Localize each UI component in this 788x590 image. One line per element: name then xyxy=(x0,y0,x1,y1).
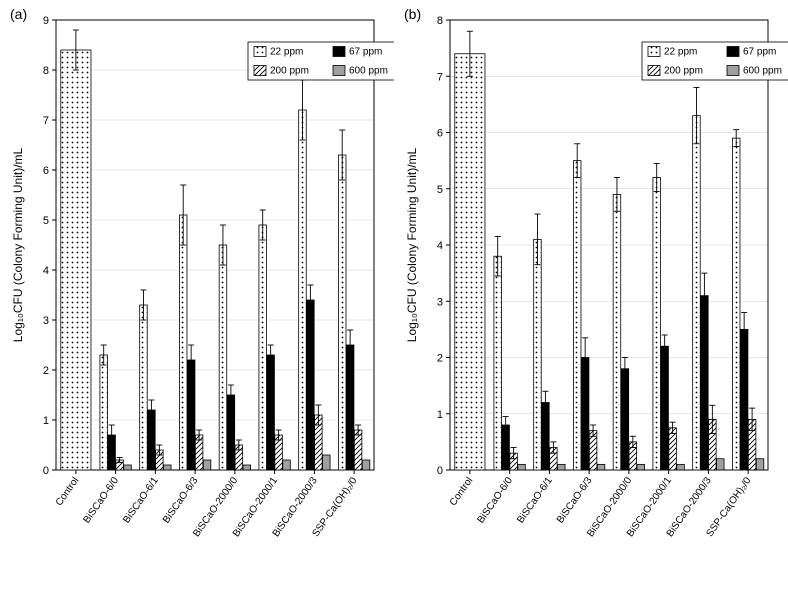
legend-label: 22 ppm xyxy=(664,47,697,58)
svg-text:BiSCaO-6/3: BiSCaO-6/3 xyxy=(161,475,201,525)
svg-text:6: 6 xyxy=(43,165,49,177)
panel-label: (a) xyxy=(10,6,27,22)
bar xyxy=(187,360,195,470)
svg-text:7: 7 xyxy=(437,71,443,83)
legend-label: 600 ppm xyxy=(349,66,388,77)
bar xyxy=(693,116,701,470)
bar xyxy=(740,329,748,470)
bar xyxy=(227,395,235,470)
bar xyxy=(717,459,725,470)
svg-text:SSP-Ca(OH)₂/0: SSP-Ca(OH)₂/0 xyxy=(704,475,753,539)
panel-0: (a) 0 1 2 3 4 5 6 7 8 9 Log₁₀CFU (Colony Forming Un… xyxy=(0,0,394,590)
svg-text:8: 8 xyxy=(43,65,49,77)
bar xyxy=(732,138,740,470)
bar xyxy=(573,161,581,470)
legend-label: 200 ppm xyxy=(664,66,703,77)
bar xyxy=(267,355,275,470)
svg-text:Log₁₀CFU (Colony Forming Unit): Log₁₀CFU (Colony Forming Unit)/mL xyxy=(11,147,25,342)
svg-text:1: 1 xyxy=(437,409,443,421)
svg-text:4: 4 xyxy=(43,265,49,277)
bar xyxy=(597,464,605,470)
svg-text:0: 0 xyxy=(43,465,49,477)
bar xyxy=(558,464,566,470)
bar xyxy=(362,460,370,470)
bar xyxy=(621,369,629,470)
legend-label: 22 ppm xyxy=(270,47,303,58)
svg-text:BiSCaO-6/0: BiSCaO-6/0 xyxy=(81,475,121,525)
bar xyxy=(283,460,291,470)
svg-text:SSP-Ca(OH)₂/0: SSP-Ca(OH)₂/0 xyxy=(310,475,359,539)
svg-text:2: 2 xyxy=(437,353,443,365)
bar xyxy=(653,178,661,471)
svg-text:5: 5 xyxy=(437,184,443,196)
svg-text:7: 7 xyxy=(43,115,49,127)
svg-text:8: 8 xyxy=(437,15,443,27)
bar xyxy=(455,54,485,470)
bar xyxy=(494,256,502,470)
figure-container: (a) 0 1 2 3 4 5 6 7 8 9 Log₁₀CFU (Colony Forming Un… xyxy=(0,0,788,590)
bar xyxy=(518,464,526,470)
svg-text:Control: Control xyxy=(448,475,476,508)
svg-text:BiSCaO-6/1: BiSCaO-6/1 xyxy=(121,475,161,525)
svg-text:0: 0 xyxy=(437,465,443,477)
bar xyxy=(701,296,709,470)
bar xyxy=(140,305,148,470)
bar xyxy=(613,194,621,470)
svg-text:3: 3 xyxy=(437,296,443,308)
svg-text:9: 9 xyxy=(43,15,49,27)
svg-text:BiSCaO-6/1: BiSCaO-6/1 xyxy=(515,475,555,525)
svg-text:Control: Control xyxy=(54,475,82,508)
bar xyxy=(661,346,669,470)
bar xyxy=(637,464,645,470)
bar xyxy=(259,225,267,470)
bar xyxy=(243,465,251,470)
chart-svg: 0 1 2 3 4 5 6 7 8 9 Log₁₀CFU (Colony Forming Unit)… xyxy=(0,0,394,590)
panel-1: (b) 0 1 2 3 4 5 6 7 8 Log₁₀CFU (Colony Forming Uni… xyxy=(394,0,788,590)
panel-label: (b) xyxy=(404,6,421,22)
bar xyxy=(307,300,315,470)
bar xyxy=(100,355,108,470)
bar xyxy=(323,455,331,470)
legend-label: 67 ppm xyxy=(743,47,776,58)
legend-label: 200 ppm xyxy=(270,66,309,77)
bar xyxy=(124,465,132,470)
bar xyxy=(669,428,677,470)
bar xyxy=(164,465,172,470)
bar xyxy=(534,239,542,470)
bar xyxy=(179,215,187,470)
bar xyxy=(346,345,354,470)
bar xyxy=(756,459,764,470)
bar xyxy=(219,245,227,470)
svg-text:6: 6 xyxy=(437,128,443,140)
bar xyxy=(677,464,685,470)
svg-text:3: 3 xyxy=(43,315,49,327)
svg-text:BiSCaO-6/3: BiSCaO-6/3 xyxy=(555,475,595,525)
svg-text:5: 5 xyxy=(43,215,49,227)
bar xyxy=(338,155,346,470)
bar xyxy=(203,460,211,470)
svg-text:2: 2 xyxy=(43,365,49,377)
bar xyxy=(354,430,362,470)
svg-text:4: 4 xyxy=(437,240,443,252)
svg-text:Log₁₀CFU (Colony Forming Unit): Log₁₀CFU (Colony Forming Unit)/mL xyxy=(405,147,419,342)
bar xyxy=(61,50,91,470)
legend-label: 600 ppm xyxy=(743,66,782,77)
legend-label: 67 ppm xyxy=(349,47,382,58)
chart-svg: 0 1 2 3 4 5 6 7 8 Log₁₀CFU (Colony Forming Unit)/… xyxy=(394,0,788,590)
svg-text:BiSCaO-6/0: BiSCaO-6/0 xyxy=(475,475,515,525)
bar xyxy=(299,110,307,470)
svg-text:1: 1 xyxy=(43,415,49,427)
